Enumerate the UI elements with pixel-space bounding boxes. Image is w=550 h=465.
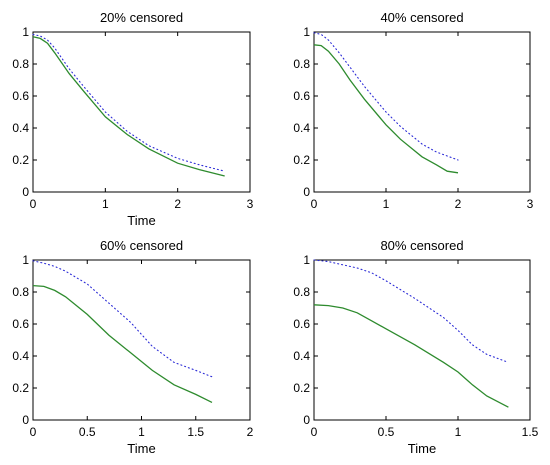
- y-tick-label: 0.8: [12, 57, 29, 71]
- y-tick-label: 0.8: [293, 57, 310, 71]
- y-tick-label: 0: [303, 413, 310, 427]
- x-tick-label: 2: [174, 197, 181, 211]
- x-tick-label: 2: [455, 197, 462, 211]
- solid-series-line: [32, 36, 225, 177]
- y-tick-label: 0.8: [12, 285, 29, 299]
- panel-title: 80% censored: [380, 238, 463, 253]
- x-tick-label: 1: [383, 197, 390, 211]
- x-axis-label: Time: [127, 441, 155, 456]
- y-tick-label: 1: [22, 253, 29, 267]
- y-tick-label: 0.2: [12, 381, 29, 395]
- y-tick-label: 1: [303, 253, 310, 267]
- y-tick-label: 0.6: [293, 89, 310, 103]
- x-tick-label: 3: [527, 197, 534, 211]
- y-tick-label: 0.4: [293, 349, 310, 363]
- y-tick-label: 1: [303, 25, 310, 39]
- x-tick-label: 0: [30, 425, 37, 439]
- x-tick-label: 1: [455, 425, 462, 439]
- x-tick-label: 0.5: [378, 425, 395, 439]
- y-tick-label: 1: [22, 25, 29, 39]
- x-tick-label: 0.5: [79, 425, 96, 439]
- x-tick-label: 3: [247, 197, 254, 211]
- panel-title: 40% censored: [380, 10, 463, 25]
- plot-frame: [32, 259, 251, 421]
- plot-frame: [313, 31, 531, 193]
- dotted-series-line: [32, 260, 213, 378]
- y-tick-label: 0.2: [293, 153, 310, 167]
- y-tick-label: 0.6: [12, 89, 29, 103]
- solid-series-line: [313, 304, 509, 408]
- chart-panel-3: 60% censored 0 0.5 1 1.5 2 0 0.2 0.4 0.6 0.8 1 Time: [12, 238, 253, 456]
- panel-title: 60% censored: [100, 238, 183, 253]
- plot-frame: [32, 31, 251, 193]
- x-tick-label: 2: [247, 425, 254, 439]
- x-tick-label: 1: [138, 425, 145, 439]
- x-tick-label: 1.5: [522, 425, 539, 439]
- dotted-series-line: [32, 33, 226, 172]
- y-tick-label: 0.2: [293, 381, 310, 395]
- y-tick-label: 0: [22, 185, 29, 199]
- chart-panel-1: 20% censored 0 1 2 3 0 0.2 0.4 0.6 0.8 1 Time: [12, 10, 253, 228]
- dotted-series-line: [313, 32, 459, 161]
- solid-series-line: [313, 44, 459, 174]
- y-tick-label: 0.2: [12, 153, 29, 167]
- y-tick-label: 0.4: [293, 121, 310, 135]
- x-tick-label: 0: [311, 197, 318, 211]
- solid-series-line: [32, 284, 213, 403]
- y-tick-label: 0.6: [12, 317, 29, 331]
- x-tick-label: 1: [102, 197, 109, 211]
- chart-panel-2: 40% censored 0 1 2 3 0 0.2 0.4 0.6 0.8 1: [293, 10, 533, 211]
- x-tick-label: 0: [311, 425, 318, 439]
- y-tick-label: 0: [22, 413, 29, 427]
- x-axis-label: Time: [408, 441, 436, 456]
- y-tick-label: 0.4: [12, 349, 29, 363]
- dotted-series-line: [313, 259, 509, 363]
- y-tick-label: 0.4: [12, 121, 29, 135]
- x-axis-label: Time: [127, 213, 155, 228]
- x-tick-label: 1.5: [187, 425, 204, 439]
- plot-frame: [313, 259, 531, 421]
- y-tick-label: 0.8: [293, 285, 310, 299]
- panel-title: 20% censored: [100, 10, 183, 25]
- y-tick-label: 0.6: [293, 317, 310, 331]
- y-tick-label: 0: [303, 185, 310, 199]
- x-tick-label: 0: [30, 197, 37, 211]
- chart-panel-4: 80% censored 0 0.5 1 1.5 0 0.2 0.4 0.6 0.8 1 Time: [293, 238, 538, 456]
